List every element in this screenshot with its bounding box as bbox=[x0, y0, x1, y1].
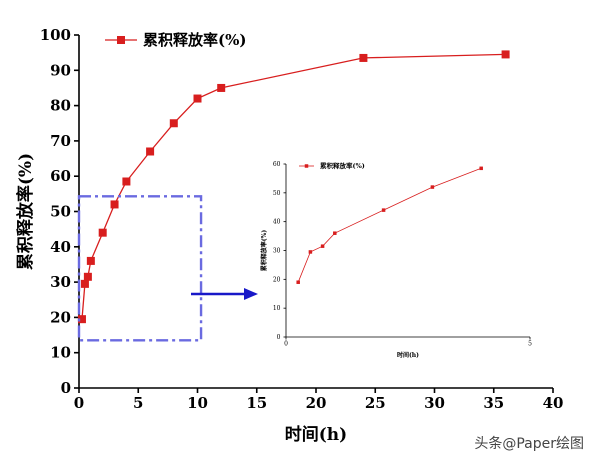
y-tick-label: 90 bbox=[50, 61, 71, 79]
x-axis-label: 时间(h) bbox=[285, 424, 347, 445]
data-point bbox=[359, 53, 368, 62]
inset-y-tick-label: 50 bbox=[273, 190, 281, 197]
data-point bbox=[146, 147, 155, 156]
data-point bbox=[77, 315, 86, 324]
inset-data-point bbox=[381, 208, 386, 212]
data-point bbox=[83, 272, 92, 281]
data-point bbox=[217, 83, 226, 92]
x-tick-label: 5 bbox=[133, 394, 143, 412]
watermark: 头条@Paper绘图 bbox=[474, 435, 584, 452]
legend-marker bbox=[117, 36, 125, 44]
inset-data-point bbox=[479, 166, 483, 171]
y-tick-label: 70 bbox=[50, 132, 71, 150]
zoom-region-box bbox=[77, 195, 203, 342]
inset-data-point bbox=[308, 250, 313, 254]
y-tick-label: 10 bbox=[50, 344, 71, 362]
x-tick-label: 30 bbox=[424, 394, 445, 412]
data-point bbox=[110, 200, 119, 209]
data-point bbox=[193, 94, 202, 103]
x-tick-label: 25 bbox=[365, 394, 386, 412]
y-tick-label: 40 bbox=[50, 238, 71, 256]
inset-y-tick-label: 20 bbox=[273, 276, 281, 283]
inset-y-axis-label: 累积释放率(%) bbox=[260, 230, 268, 272]
inset-legend-label: 累积释放率(%) bbox=[320, 161, 365, 170]
y-tick-label: 100 bbox=[40, 26, 71, 44]
data-point bbox=[501, 50, 510, 59]
data-point bbox=[122, 177, 131, 186]
inset-y-tick-label: 10 bbox=[273, 305, 281, 312]
x-tick-label: 35 bbox=[483, 394, 504, 412]
inset-data-point bbox=[430, 185, 435, 189]
main-chart: 0 5 10 15 20 25 30 35 400102030405060708090100时间… bbox=[15, 26, 563, 445]
y-tick-label: 80 bbox=[50, 97, 71, 115]
y-tick-label: 0 bbox=[61, 379, 71, 397]
zoom-highlight bbox=[77, 195, 258, 342]
x-tick-label: 10 bbox=[187, 394, 208, 412]
y-tick-label: 50 bbox=[50, 203, 71, 221]
inset-legend-marker bbox=[304, 164, 309, 168]
series-line bbox=[81, 53, 506, 320]
inset-y-tick-label: 30 bbox=[273, 248, 281, 255]
inset-y-tick-label: 0 bbox=[277, 334, 281, 341]
x-tick-label: 20 bbox=[306, 394, 327, 412]
data-point bbox=[86, 256, 95, 265]
legend-label: 累积释放率(%) bbox=[143, 31, 246, 49]
inset-data-point bbox=[333, 231, 337, 235]
x-tick-label: 0 bbox=[74, 394, 84, 412]
inset-data-point bbox=[296, 280, 300, 284]
inset-x-tick-label: 5 bbox=[528, 341, 532, 348]
zoom-arrow-head bbox=[244, 288, 258, 300]
data-point bbox=[80, 279, 89, 288]
y-axis-label: 累积释放率(%) bbox=[15, 153, 36, 270]
x-tick-label: 40 bbox=[543, 394, 564, 412]
inset-y-tick-label: 60 bbox=[273, 161, 281, 168]
inset-x-axis-label: 时间(h) bbox=[397, 351, 419, 359]
y-tick-label: 60 bbox=[50, 167, 71, 185]
x-tick-label: 15 bbox=[246, 394, 267, 412]
data-point bbox=[169, 119, 178, 128]
data-point bbox=[98, 228, 107, 237]
inset-series-line bbox=[297, 167, 482, 283]
inset-data-point bbox=[320, 244, 325, 248]
inset-x-tick-label: 0 bbox=[284, 341, 288, 348]
inset-y-tick-label: 40 bbox=[273, 219, 281, 226]
y-tick-label: 20 bbox=[50, 308, 71, 326]
y-tick-label: 30 bbox=[50, 273, 71, 291]
